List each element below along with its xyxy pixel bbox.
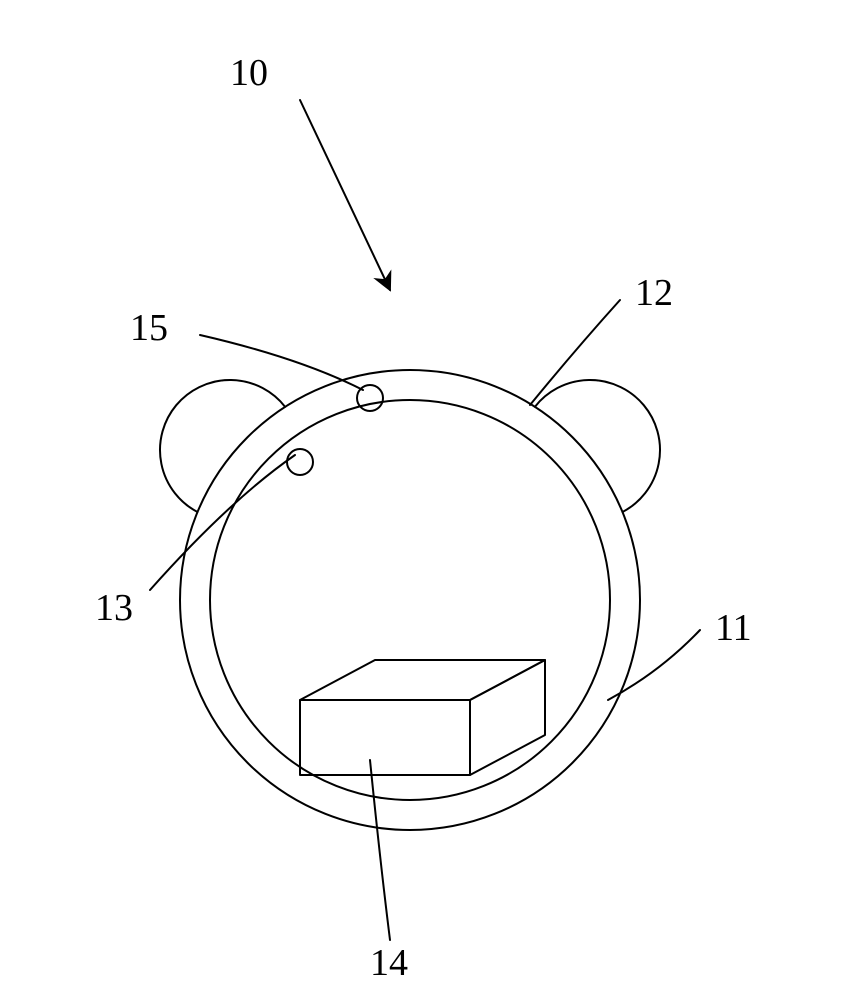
inner-circle (210, 400, 610, 800)
label-15: 15 (130, 307, 168, 349)
label-14: 14 (370, 942, 408, 984)
ear-left (160, 380, 285, 512)
ear-right (535, 380, 660, 512)
leader-14 (370, 760, 390, 940)
leader-12 (530, 300, 620, 405)
label-11: 11 (715, 607, 752, 649)
label-10: 10 (230, 52, 268, 94)
label-13: 13 (95, 587, 133, 629)
outer-circle (180, 370, 640, 830)
leader-13 (150, 455, 295, 590)
label-12: 12 (635, 272, 673, 314)
assembly-arrow (300, 100, 390, 290)
small-circle-lower (287, 449, 313, 475)
block-front-face (300, 700, 470, 775)
